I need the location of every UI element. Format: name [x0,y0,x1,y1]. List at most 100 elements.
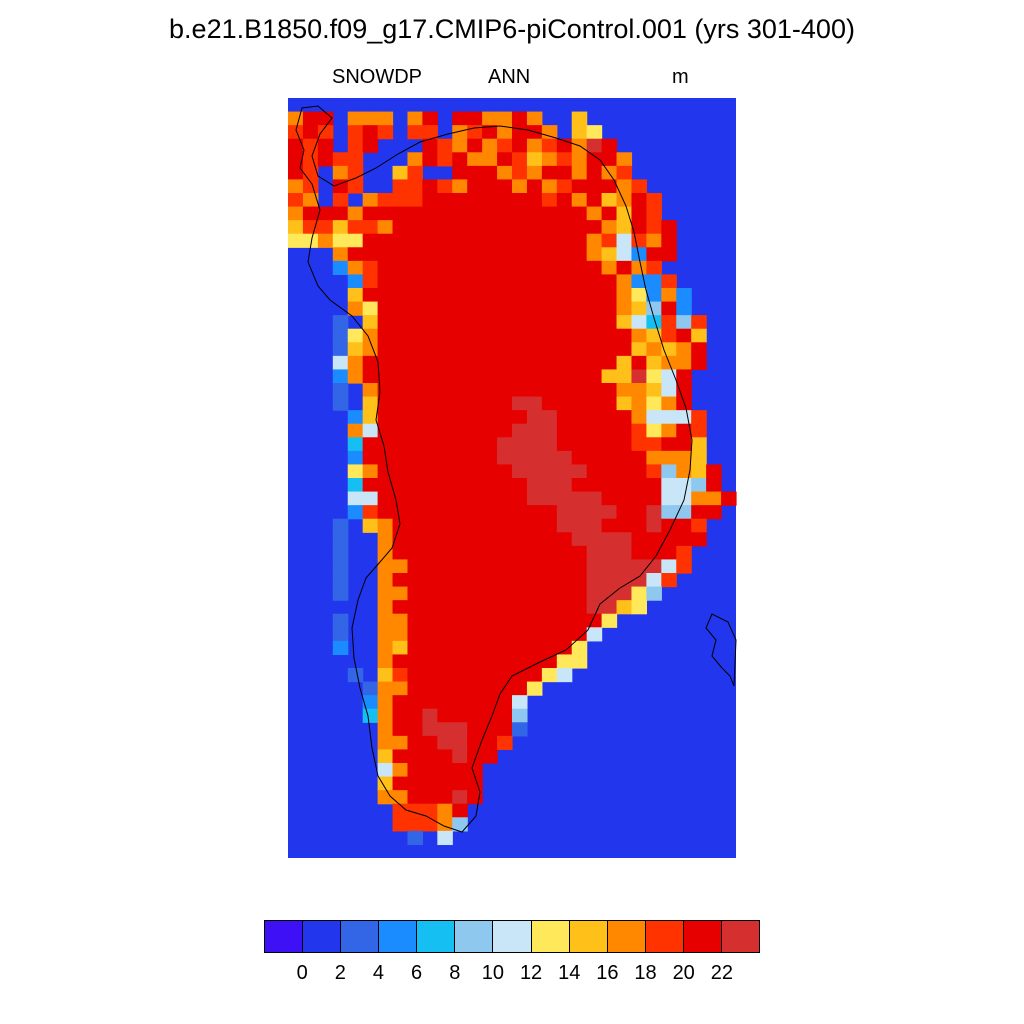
map-cell [512,125,528,140]
map-cell [392,573,409,588]
map-cell [392,464,409,479]
map-cell [437,559,453,574]
map-cell [452,206,468,221]
map-cell [467,681,483,696]
map-cell [556,152,573,167]
map-cell [452,301,468,316]
map-cell [362,383,379,398]
variable-label: SNOWDP [332,66,422,88]
map-cell [556,464,573,479]
map-cell [661,315,677,330]
map-cell [347,206,364,221]
map-cell [332,586,349,601]
map-cell [512,396,528,411]
map-cell [437,749,453,764]
map-cell [452,668,468,683]
map-cell [467,600,483,615]
map-cell [347,423,364,438]
map-cell [601,138,618,153]
map-cell [422,763,438,778]
map-cell [422,342,438,357]
map-cell [407,695,423,710]
map-cell [437,437,453,452]
map-cell [646,478,662,493]
map-cell [661,328,677,343]
map-cell [482,668,498,683]
map-cell [541,464,558,479]
map-cell [482,450,498,466]
map-cell [317,152,334,167]
map-cell [407,260,423,276]
map-cell [377,505,394,520]
map-cell [332,342,349,357]
map-cell [377,722,394,737]
map-cell [347,505,364,520]
map-cell [646,233,662,248]
map-cell [392,220,409,235]
map-cell [467,220,483,235]
map-cell [317,111,334,126]
map-cell [347,328,364,343]
map-cell [377,749,394,764]
map-cell [407,288,423,303]
map-cell [452,573,468,588]
map-cell [422,396,438,411]
map-cell [526,247,543,262]
map-cell [646,383,662,398]
map-cell [377,355,394,371]
colorbar-tick-label: 2 [334,962,346,984]
map-cell [392,342,409,357]
map-cell [467,573,483,588]
map-cell [482,586,498,601]
map-cell [317,138,334,153]
map-cell [302,165,319,181]
map-cell [467,478,483,493]
map-cell [676,464,692,479]
map-cell [332,627,349,642]
map-cell [437,301,453,316]
map-cell [392,491,409,506]
map-cell [571,396,588,411]
map-cell [467,165,483,181]
map-cell [362,288,379,303]
map-cell [497,722,513,737]
map-cell [571,613,588,628]
map-cell [392,790,409,805]
map-cell [377,735,394,751]
map-cell [392,165,409,181]
map-cell [541,383,558,398]
map-cell [482,247,498,262]
map-cell [497,423,513,438]
map-cell [601,288,618,303]
map-cell [302,125,319,140]
map-cell [422,722,438,737]
map-cell [586,478,603,493]
map-cell [482,383,498,398]
map-cell [661,220,677,235]
map-cell [407,505,423,520]
map-cell [407,206,423,221]
map-cell [347,464,364,479]
map-cell [362,111,379,126]
map-cell [437,735,453,751]
map-cell [497,505,513,520]
map-cell [646,410,662,425]
map-cell [482,152,498,167]
map-cell [452,790,468,805]
map-cell [452,328,468,343]
map-cell [452,681,468,696]
map-cell [631,383,647,398]
map-cell [616,247,633,262]
map-cell [512,464,528,479]
map-cell [512,545,528,561]
map-cell [362,138,379,153]
map-cell [482,206,498,221]
map-cell [497,369,513,384]
map-cell [646,491,662,506]
map-cell [556,573,573,588]
map-cell [422,369,438,384]
map-cell [601,559,618,574]
map-cell [541,518,558,533]
map-cell [526,600,543,615]
map-cell [571,383,588,398]
